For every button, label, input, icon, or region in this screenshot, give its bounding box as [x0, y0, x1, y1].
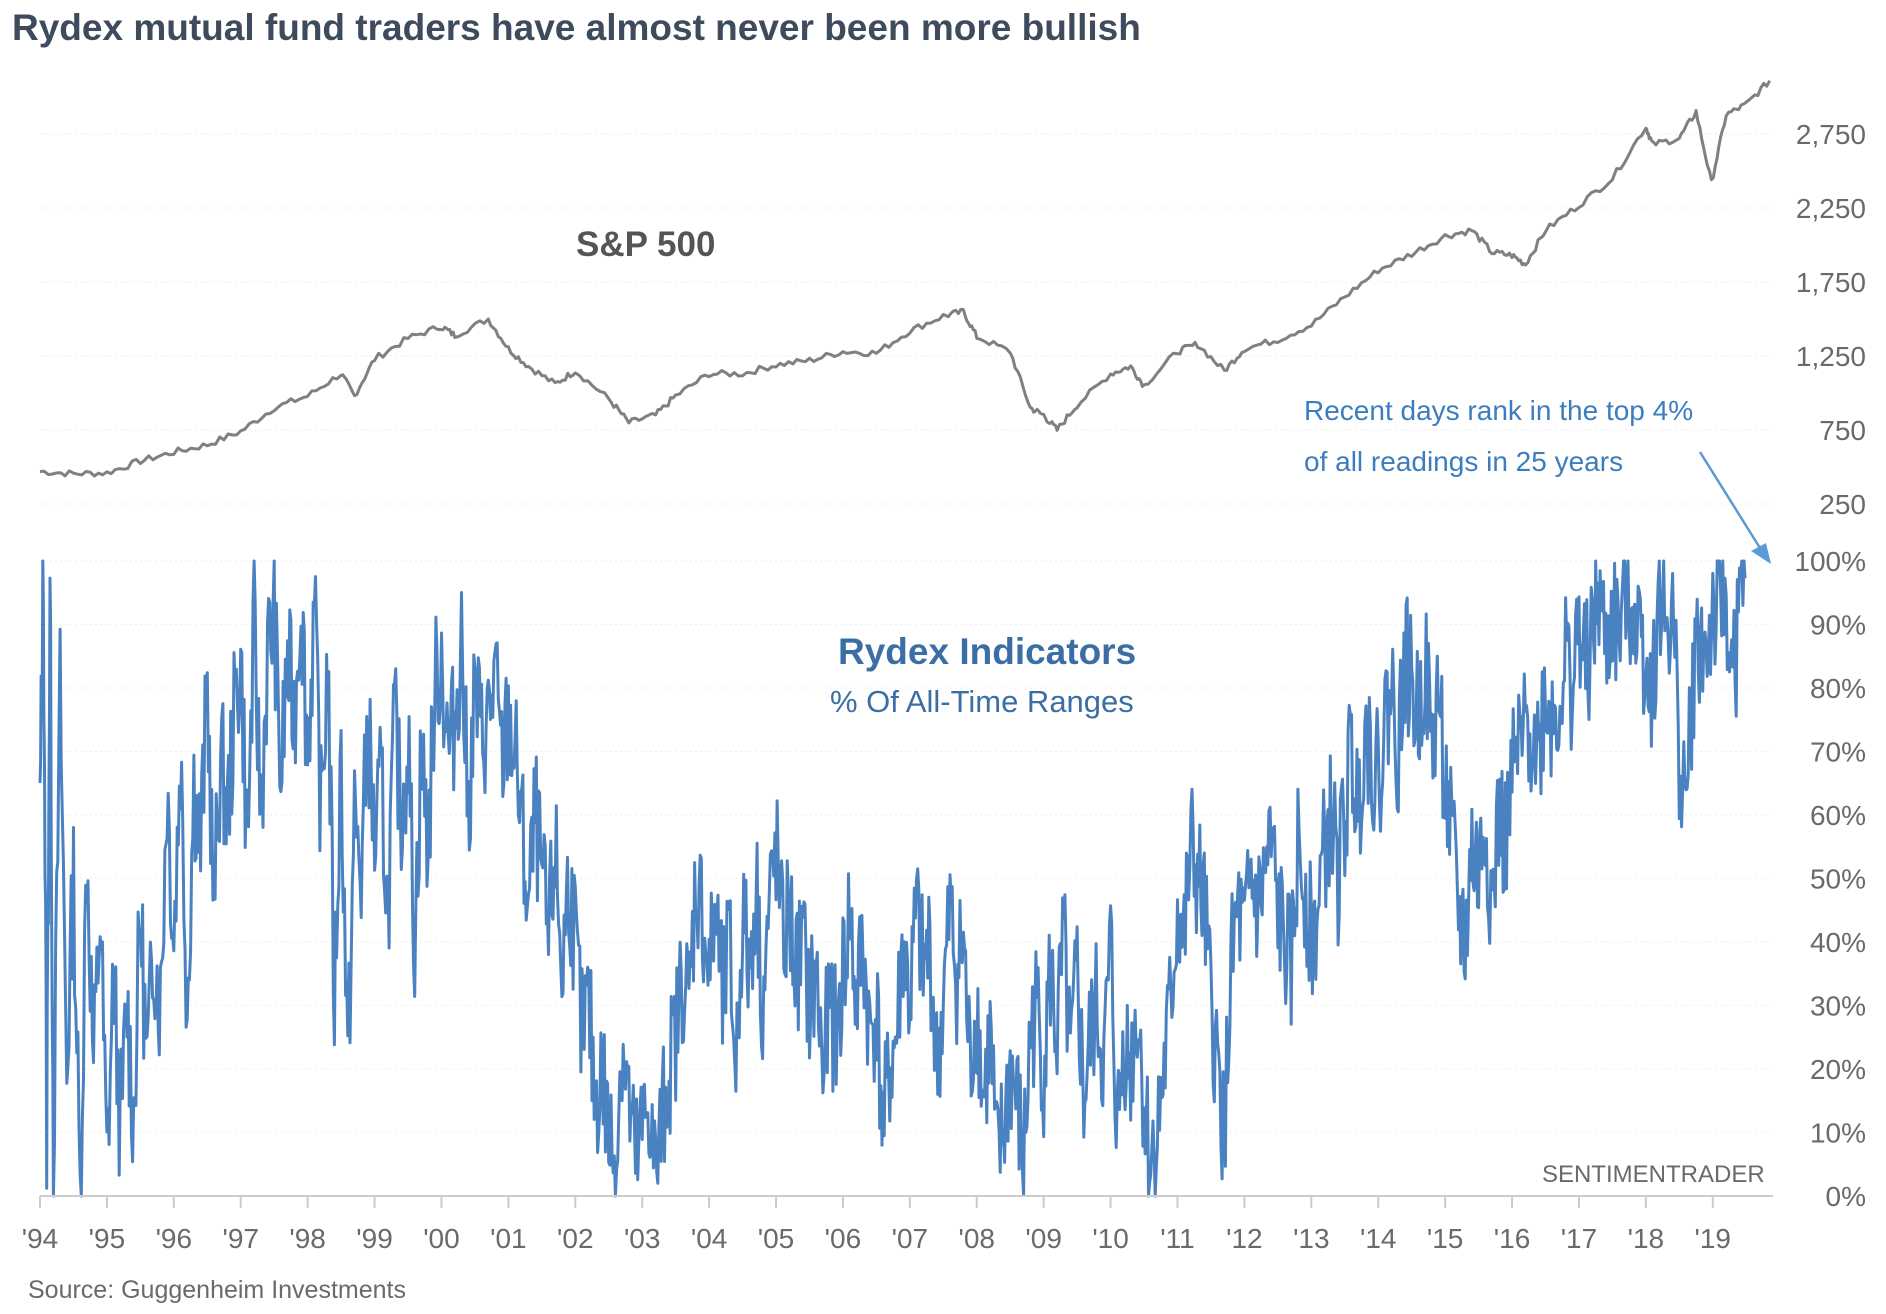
x-tick-label: '09: [1025, 1223, 1062, 1254]
sp500-y-tick-label: 750: [1819, 415, 1866, 446]
x-tick-label: '11: [1160, 1223, 1194, 1254]
x-tick-label: '94: [22, 1223, 59, 1254]
x-tick-label: '13: [1293, 1223, 1330, 1254]
x-tick-label: '15: [1427, 1223, 1464, 1254]
x-tick-label: '14: [1360, 1223, 1397, 1254]
source-note: Source: Guggenheim Investments: [28, 1276, 406, 1304]
rydex-y-tick-label: 80%: [1810, 673, 1866, 704]
x-tick-label: '10: [1092, 1223, 1129, 1254]
x-tick-label: '04: [691, 1223, 728, 1254]
rydex-y-tick-label: 70%: [1810, 737, 1866, 768]
x-tick-label: '97: [222, 1223, 259, 1254]
rydex-y-tick-label: 30%: [1810, 991, 1866, 1022]
x-tick-label: '07: [892, 1223, 929, 1254]
x-tick-label: '00: [423, 1223, 460, 1254]
annotation-line-1: Recent days rank in the top 4%: [1304, 395, 1693, 426]
x-tick-label: '96: [156, 1223, 193, 1254]
sp500-y-tick-label: 250: [1819, 489, 1866, 520]
x-tick-label: '05: [758, 1223, 795, 1254]
x-tick-label: '06: [825, 1223, 862, 1254]
chart-title: Rydex mutual fund traders have almost ne…: [12, 7, 1141, 48]
x-tick-label: '99: [356, 1223, 393, 1254]
x-tick-label: '98: [289, 1223, 326, 1254]
rydex-series-line: [38, 559, 1747, 1198]
rydex-y-tick-label: 50%: [1810, 864, 1866, 895]
x-tick-label: '19: [1695, 1223, 1732, 1254]
rydex-y-tick-label: 90%: [1810, 610, 1866, 641]
sp500-y-tick-label: 1,250: [1796, 341, 1866, 372]
x-tick-label: '95: [89, 1223, 126, 1254]
x-tick-label: '01: [490, 1223, 527, 1254]
sp500-y-tick-label: 2,750: [1796, 119, 1866, 150]
x-tick-label: '18: [1628, 1223, 1665, 1254]
x-tick-label: '17: [1561, 1223, 1598, 1254]
x-tick-label: '08: [959, 1223, 996, 1254]
x-tick-label: '16: [1494, 1223, 1531, 1254]
rydex-y-tick-label: 0%: [1826, 1181, 1866, 1212]
annotation-arrow: [1698, 451, 1771, 564]
sp500-y-tick-label: 1,750: [1796, 267, 1866, 298]
x-axis: '94 '95 '96 '97 '98 '99 '00 '01 '02 '03 '04 '05 '06 '…: [22, 1196, 1731, 1254]
rydex-label: Rydex Indicators: [838, 631, 1136, 672]
annotation-line-2: of all readings in 25 years: [1304, 446, 1623, 477]
x-tick-label: '12: [1226, 1223, 1263, 1254]
x-tick-label: '02: [557, 1223, 594, 1254]
sp500-gridlines: [40, 133, 1773, 505]
rydex-y-tick-label: 40%: [1810, 927, 1866, 958]
rydex-sublabel: % Of All-Time Ranges: [830, 684, 1134, 719]
rydex-y-tick-label: 60%: [1810, 800, 1866, 831]
x-tick-label: '03: [624, 1223, 661, 1254]
watermark: SENTIMENTRADER: [1542, 1161, 1765, 1188]
sp500-y-axis: 250 750 1,250 1,750 2,250 2,750: [1796, 119, 1866, 520]
rydex-y-tick-label: 100%: [1794, 546, 1866, 577]
sp500-series-line: [39, 79, 1772, 478]
rydex-y-tick-label: 10%: [1810, 1118, 1866, 1149]
sp500-label: S&P 500: [576, 225, 715, 264]
rydex-y-tick-label: 20%: [1810, 1054, 1866, 1085]
rydex-y-axis: 0% 10% 20% 30% 40% 50% 60% 70% 80% 90% 100%: [1794, 546, 1866, 1212]
sp500-y-tick-label: 2,250: [1796, 193, 1866, 224]
